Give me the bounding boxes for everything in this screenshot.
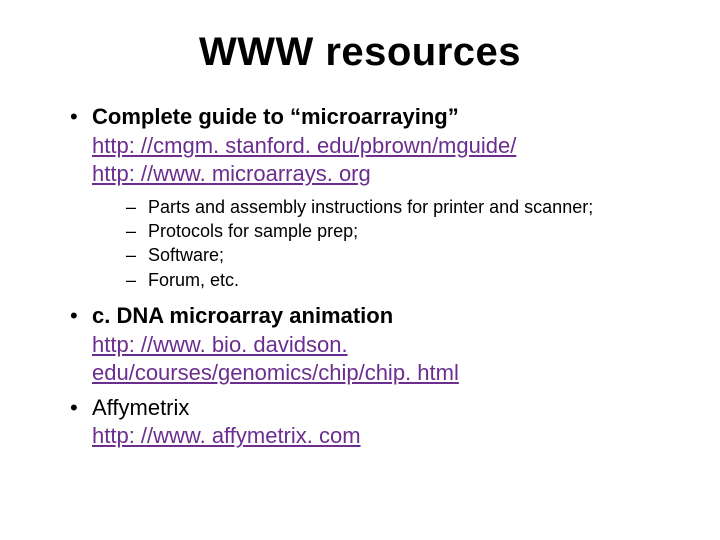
list-item: Software; (126, 243, 660, 267)
sub-list: Parts and assembly instructions for prin… (126, 195, 660, 292)
page-title: WWW resources (60, 30, 660, 75)
item-label: Affymetrix (92, 395, 189, 420)
item-label: Complete guide to “microarraying” (92, 104, 459, 129)
item-label: c. DNA microarray animation (92, 303, 393, 328)
list-item: Affymetrix http: //www. affymetrix. com (66, 394, 660, 451)
hyperlink[interactable]: http: //www. microarrays. org (92, 161, 371, 186)
sub-item-text: Protocols for sample prep; (148, 221, 358, 241)
list-item: c. DNA microarray animation http: //www.… (66, 302, 660, 388)
hyperlink[interactable]: http: //www. affymetrix. com (92, 423, 361, 448)
list-item: Forum, etc. (126, 268, 660, 292)
list-item: Protocols for sample prep; (126, 219, 660, 243)
hyperlink[interactable]: http: //www. bio. davidson. edu/courses/… (92, 332, 459, 386)
sub-item-text: Software; (148, 245, 224, 265)
sub-item-text: Parts and assembly instructions for prin… (148, 197, 593, 217)
sub-item-text: Forum, etc. (148, 270, 239, 290)
hyperlink[interactable]: http: //cmgm. stanford. edu/pbrown/mguid… (92, 133, 516, 158)
slide: WWW resources Complete guide to “microar… (0, 0, 720, 540)
bullet-list: Complete guide to “microarraying” http: … (66, 103, 660, 451)
list-item: Complete guide to “microarraying” http: … (66, 103, 660, 292)
list-item: Parts and assembly instructions for prin… (126, 195, 660, 219)
